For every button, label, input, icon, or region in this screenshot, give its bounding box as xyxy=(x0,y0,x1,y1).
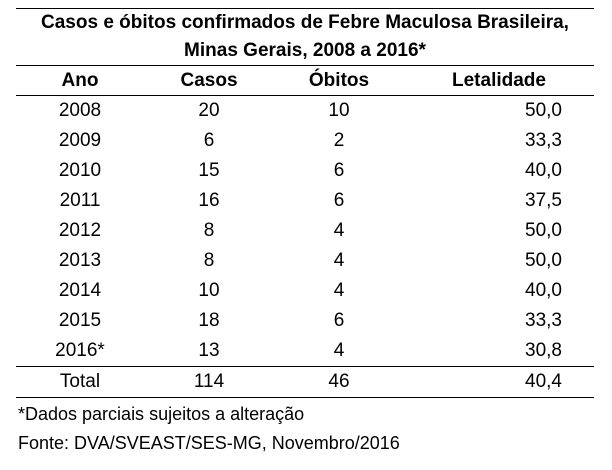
table-title: Casos e óbitos confirmados de Febre Macu… xyxy=(16,9,594,65)
cell-obitos: 4 xyxy=(333,220,345,241)
cell-ano: 2010 xyxy=(58,160,102,181)
cell-letalidade: 40,0 xyxy=(525,160,562,181)
table-row: 2014 10 4 40,0 xyxy=(16,276,594,306)
cell-letalidade: 40,0 xyxy=(525,280,562,301)
cell-casos: 8 xyxy=(203,220,215,241)
table-row: 2015 18 6 33,3 xyxy=(16,306,594,336)
total-table: Total 114 46 40,4 xyxy=(16,367,594,397)
table-row: 2008 20 10 50,0 xyxy=(16,96,594,126)
cell-ano: 2011 xyxy=(59,190,101,211)
cell-ano: 2009 xyxy=(58,130,102,151)
cell-ano: 2016* xyxy=(55,340,105,361)
cell-letalidade: 33,3 xyxy=(525,310,562,331)
table-row: 2010 15 6 40,0 xyxy=(16,156,594,186)
cell-letalidade: 50,0 xyxy=(525,250,562,271)
cell-obitos: 4 xyxy=(333,280,345,301)
cell-obitos: 2 xyxy=(333,130,345,151)
header-ano: Ano xyxy=(61,69,99,91)
cell-obitos: 4 xyxy=(333,340,345,361)
total-obitos: 46 xyxy=(328,371,350,392)
cell-casos: 8 xyxy=(203,250,215,271)
top-rule xyxy=(16,8,594,9)
cell-casos: 18 xyxy=(198,310,220,331)
cell-letalidade: 33,3 xyxy=(525,130,562,151)
cell-obitos: 6 xyxy=(333,190,345,211)
cell-obitos: 6 xyxy=(333,160,345,181)
header-letalidade: Letalidade xyxy=(452,69,546,91)
table-row: 2013 8 4 50,0 xyxy=(16,246,594,276)
title-line-1: Casos e óbitos confirmados de Febre Macu… xyxy=(41,12,569,33)
data-table: Ano Casos Óbitos Letalidade xyxy=(16,66,594,95)
cell-letalidade: 37,5 xyxy=(525,190,562,211)
cell-ano: 2013 xyxy=(58,250,102,271)
cell-ano: 2008 xyxy=(58,100,102,121)
cell-obitos: 10 xyxy=(328,100,350,121)
header-bottom-rule xyxy=(16,95,594,96)
footnote: *Dados parciais sujeitos a alteração xyxy=(18,404,305,424)
cell-ano: 2015 xyxy=(58,310,102,331)
cell-letalidade: 50,0 xyxy=(525,220,562,241)
cell-casos: 6 xyxy=(203,130,215,151)
cell-obitos: 6 xyxy=(333,310,345,331)
cell-letalidade: 30,8 xyxy=(525,340,562,361)
bottom-rule xyxy=(16,397,594,398)
header-obitos: Óbitos xyxy=(308,69,370,91)
table-row: 2012 8 4 50,0 xyxy=(16,216,594,246)
data-table-body: 2008 20 10 50,0 2009 6 2 33,3 2010 15 6 40,0 2011 16 6… xyxy=(16,96,594,366)
total-row: Total 114 46 40,4 xyxy=(16,367,594,397)
total-casos: 114 xyxy=(193,371,225,392)
cell-ano: 2014 xyxy=(58,280,102,301)
cell-letalidade: 50,0 xyxy=(525,100,562,121)
cell-casos: 10 xyxy=(198,280,220,301)
notes: *Dados parciais sujeitos a alteração Fon… xyxy=(16,400,594,458)
header-row: Ano Casos Óbitos Letalidade xyxy=(16,66,594,95)
cell-casos: 13 xyxy=(198,340,220,361)
cell-obitos: 4 xyxy=(333,250,345,271)
total-letalidade: 40,4 xyxy=(525,371,562,392)
table-row: 2011 16 6 37,5 xyxy=(16,186,594,216)
header-casos: Casos xyxy=(180,69,238,91)
source-note: Fonte: DVA/SVEAST/SES-MG, Novembro/2016 xyxy=(18,433,400,453)
total-label: Total xyxy=(59,371,101,392)
title-line-2: Minas Gerais, 2008 a 2016* xyxy=(184,40,426,61)
cell-casos: 16 xyxy=(198,190,220,211)
cell-casos: 15 xyxy=(198,160,220,181)
cell-casos: 20 xyxy=(198,100,220,121)
cell-ano: 2012 xyxy=(58,220,102,241)
table-row: 2016* 13 4 30,8 xyxy=(16,336,594,366)
table-row: 2009 6 2 33,3 xyxy=(16,126,594,156)
header-top-rule xyxy=(16,65,594,66)
document: Casos e óbitos confirmados de Febre Macu… xyxy=(16,8,594,458)
total-top-rule xyxy=(16,366,594,367)
